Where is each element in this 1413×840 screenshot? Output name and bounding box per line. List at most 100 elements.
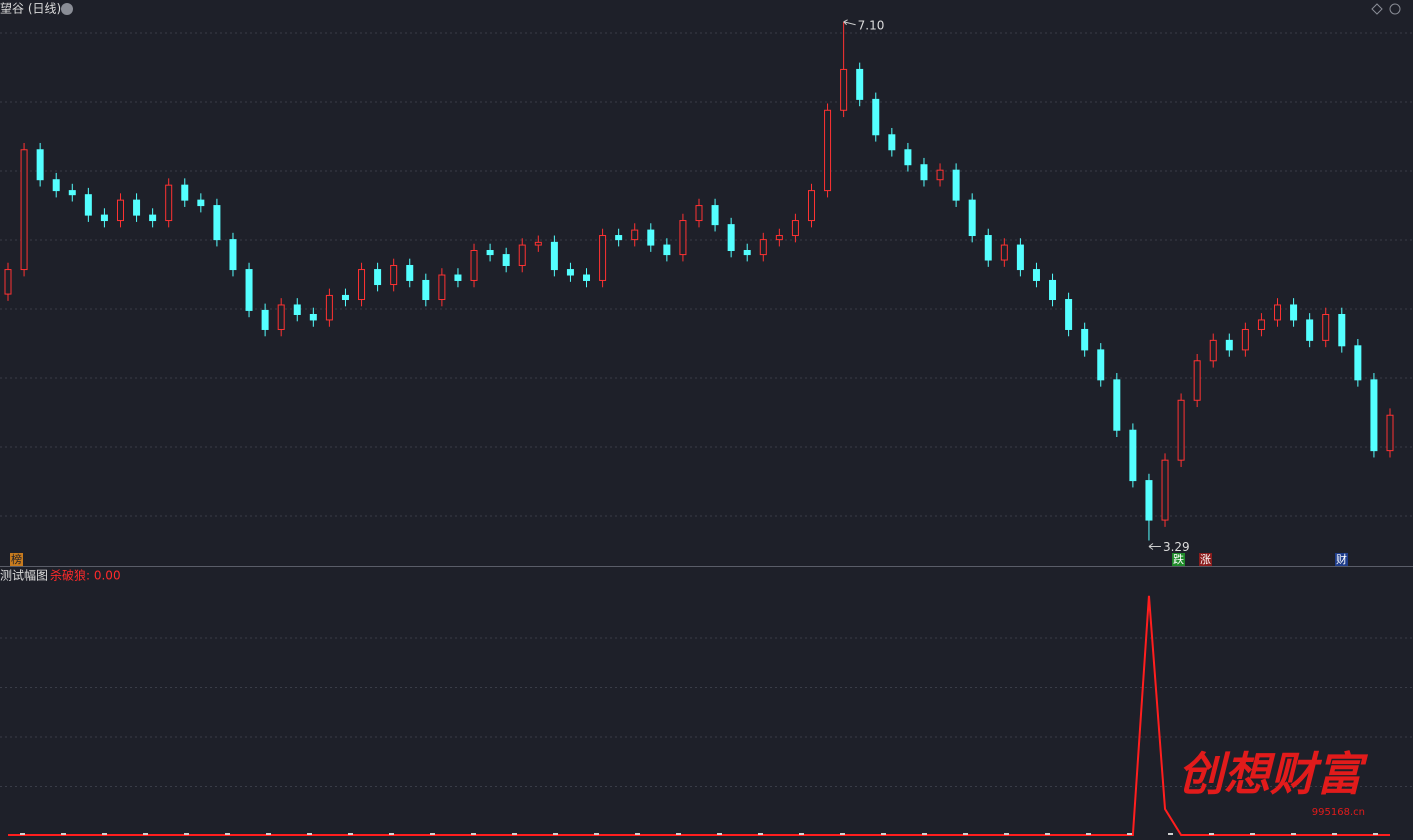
candle-body [1290, 304, 1298, 321]
candle-body [1354, 345, 1362, 381]
max-label: 7.10 [858, 18, 885, 32]
signal-label: 榜 [11, 552, 22, 566]
candle-body [904, 149, 912, 166]
candle-body [486, 250, 494, 256]
candle-body [1225, 339, 1233, 351]
candle-body [1145, 480, 1153, 521]
candle-body [84, 194, 92, 216]
baseline-tick [143, 833, 148, 835]
candle-body [165, 184, 173, 222]
candle-body [647, 229, 655, 246]
candle-body [1370, 379, 1378, 452]
baseline-tick [553, 833, 558, 835]
candle-body [952, 169, 960, 201]
baseline-tick [102, 833, 107, 835]
baseline-tick [225, 833, 230, 835]
baseline-tick [1209, 833, 1214, 835]
indicator-title: 测试幅图 [0, 568, 48, 583]
baseline-tick [1004, 833, 1009, 835]
settings-icon[interactable] [1389, 3, 1401, 15]
candle-body [1065, 299, 1073, 330]
baseline-tick [471, 833, 476, 835]
candle-body [20, 149, 28, 271]
baseline-tick [1127, 833, 1132, 835]
candle-body [856, 68, 864, 100]
candle-body [759, 239, 767, 256]
candle-body [807, 190, 815, 222]
min-arrow [1148, 543, 1161, 550]
candle-body [1209, 339, 1217, 362]
candle-body [358, 269, 366, 301]
candle-body [438, 274, 446, 301]
candle-body [422, 279, 430, 301]
menu-icon[interactable] [61, 3, 73, 15]
candle-body [293, 304, 301, 315]
candle-body [743, 250, 751, 256]
signal-box [1335, 553, 1348, 566]
candle-body [454, 274, 462, 281]
candle-body [181, 184, 189, 201]
candle-body [663, 244, 671, 256]
max-arrow [843, 19, 856, 26]
candle-body [550, 241, 558, 271]
candle-body [133, 199, 141, 216]
baseline-tick [922, 833, 927, 835]
candle-body [791, 220, 799, 237]
candle-body [936, 169, 944, 181]
candle-body [36, 149, 44, 181]
candle-body [341, 294, 349, 301]
baseline-tick [1168, 833, 1173, 835]
candle-body [1032, 269, 1040, 281]
candle-body [566, 269, 574, 276]
signal-box [10, 553, 23, 566]
baseline-tick [717, 833, 722, 835]
candle-body [518, 244, 526, 266]
candle-body [1016, 244, 1024, 271]
candle-body [711, 205, 719, 226]
baseline-tick [676, 833, 681, 835]
candle-body [534, 241, 542, 246]
candle-body [1113, 379, 1121, 431]
candle-body [1000, 244, 1008, 261]
baseline-tick [266, 833, 271, 835]
baseline-tick [594, 833, 599, 835]
baseline-tick [881, 833, 886, 835]
baseline-tick [840, 833, 845, 835]
candle-body [325, 294, 333, 321]
candle-body [888, 134, 896, 151]
baseline-tick [1045, 833, 1050, 835]
candle-body [406, 264, 414, 281]
candle-body [1386, 414, 1394, 452]
min-label: 3.29 [1163, 540, 1190, 554]
chart-title: 望谷 (日线) [0, 2, 61, 16]
candle-body [920, 164, 928, 181]
baseline-tick [635, 833, 640, 835]
baseline-tick [389, 833, 394, 835]
candle-body [631, 229, 639, 241]
baseline-tick [1250, 833, 1255, 835]
baseline-tick [184, 833, 189, 835]
candle-body [1049, 279, 1057, 301]
baseline-tick [1291, 833, 1296, 835]
toggle-icon[interactable] [1371, 3, 1383, 15]
signal-label: 财 [1336, 552, 1347, 566]
candle-body [727, 224, 735, 252]
baseline-tick [512, 833, 517, 835]
candle-body [1338, 313, 1346, 347]
baseline-tick [1086, 833, 1091, 835]
baseline-tick [758, 833, 763, 835]
candle-body [840, 68, 848, 111]
watermark-site: 995168.cn [1312, 807, 1365, 818]
baseline-tick [430, 833, 435, 835]
candle-body [245, 269, 253, 311]
baseline-tick [307, 833, 312, 835]
signal-box [1199, 553, 1212, 566]
candle-body [984, 235, 992, 261]
baseline-tick [348, 833, 353, 835]
signal-label: 涨 [1200, 553, 1211, 566]
candle-body [309, 313, 317, 321]
indicator-line [8, 595, 1390, 836]
candle-body [213, 205, 221, 241]
candle-body [52, 179, 60, 192]
